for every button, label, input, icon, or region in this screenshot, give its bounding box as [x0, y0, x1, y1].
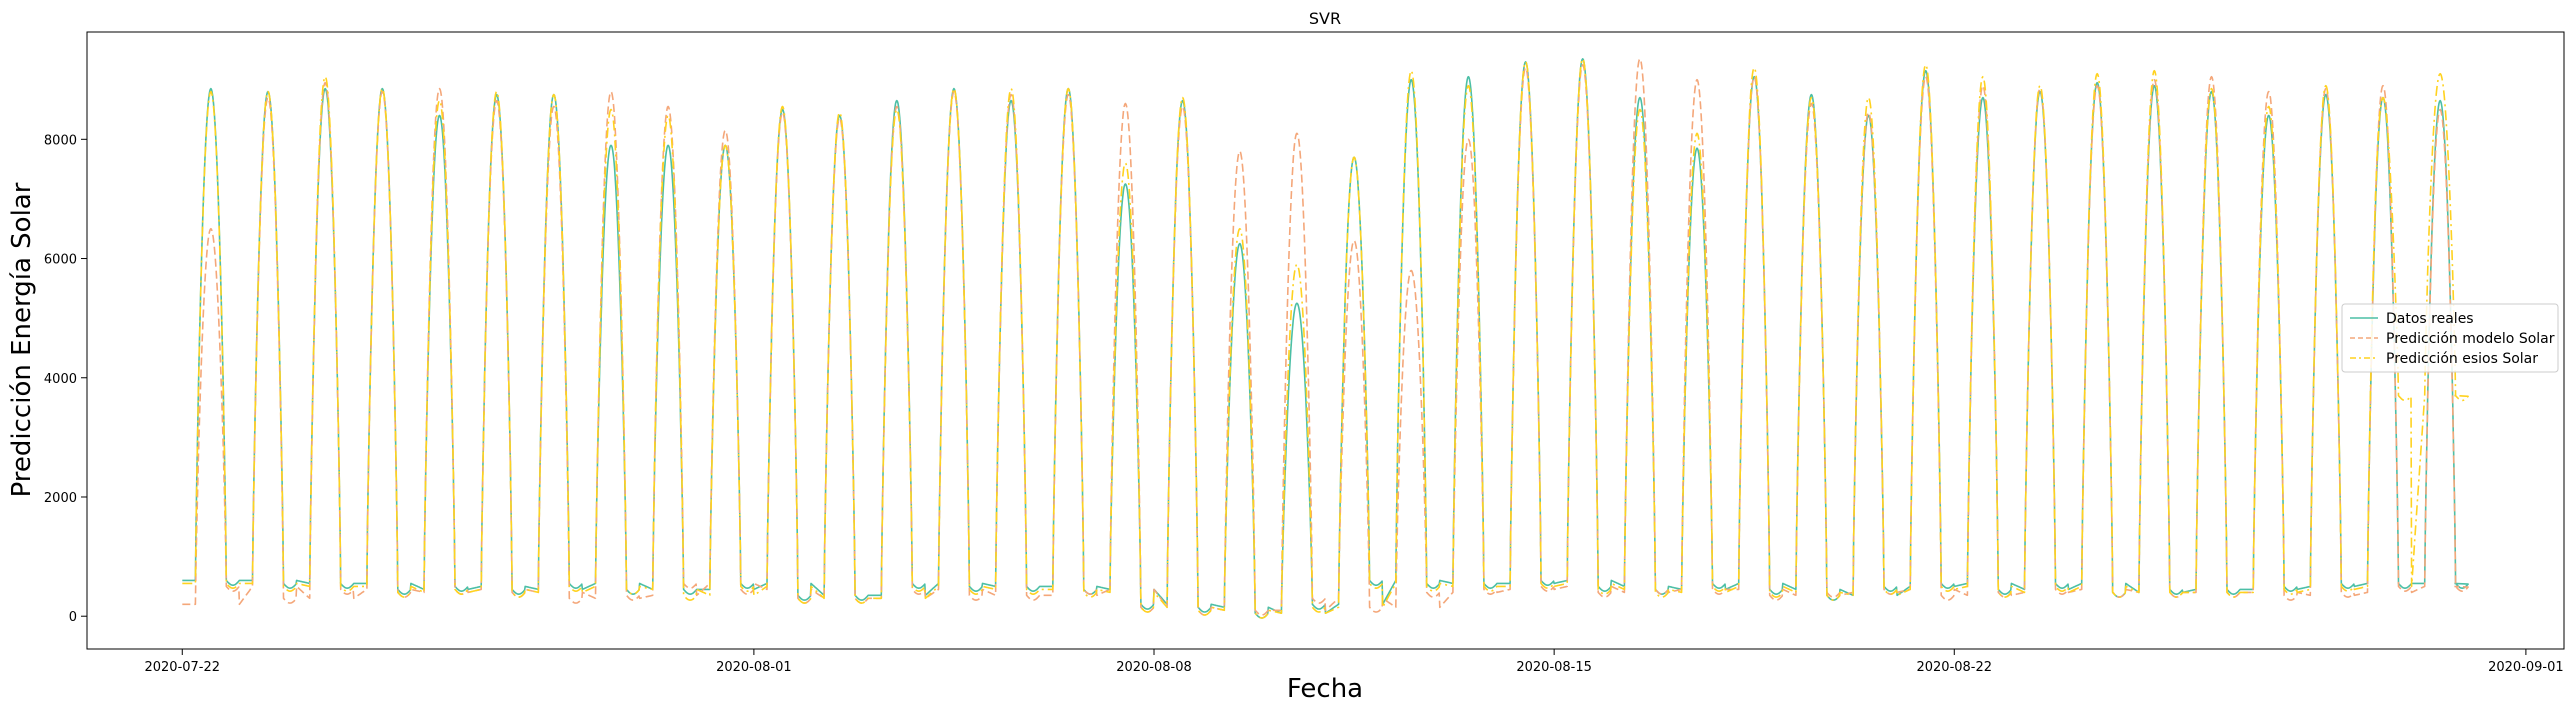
y-tick-label: 2000: [44, 491, 77, 506]
y-tick-label: 6000: [44, 253, 77, 268]
x-tick-label: 2020-08-15: [1516, 660, 1592, 675]
x-tick-label: 2020-08-08: [1116, 660, 1192, 675]
plot-frame: [86, 31, 2565, 650]
x-tick-label: 2020-09-01: [2488, 660, 2564, 675]
y-tick-label: 4000: [44, 372, 77, 387]
legend-label: Predicción esios Solar: [2386, 351, 2538, 367]
legend-label: Datos reales: [2386, 311, 2474, 327]
y-tick-label: 0: [69, 610, 77, 625]
legend: Datos reales Predicción modelo Solar Predi…: [2341, 303, 2559, 373]
x-tick-label: 2020-08-01: [716, 660, 792, 675]
y-axis: 0 2000 4000 6000 8000: [44, 133, 87, 625]
x-axis-label: Fecha: [1287, 674, 1363, 704]
x-axis: 2020-07-22 2020-08-01 2020-08-08 2020-08-15…: [144, 649, 2564, 675]
x-tick-label: 2020-08-22: [1916, 660, 1992, 675]
plot-series: [182, 58, 2469, 619]
series-line-3: [182, 58, 2469, 619]
legend-box: [2341, 303, 2559, 373]
x-tick-label: 2020-07-22: [144, 660, 220, 675]
y-tick-label: 8000: [44, 133, 77, 148]
legend-label: Predicción modelo Solar: [2386, 331, 2555, 347]
y-axis-label: Predicción Energía Solar: [7, 182, 37, 497]
chart-title: SVR: [1309, 9, 1341, 28]
